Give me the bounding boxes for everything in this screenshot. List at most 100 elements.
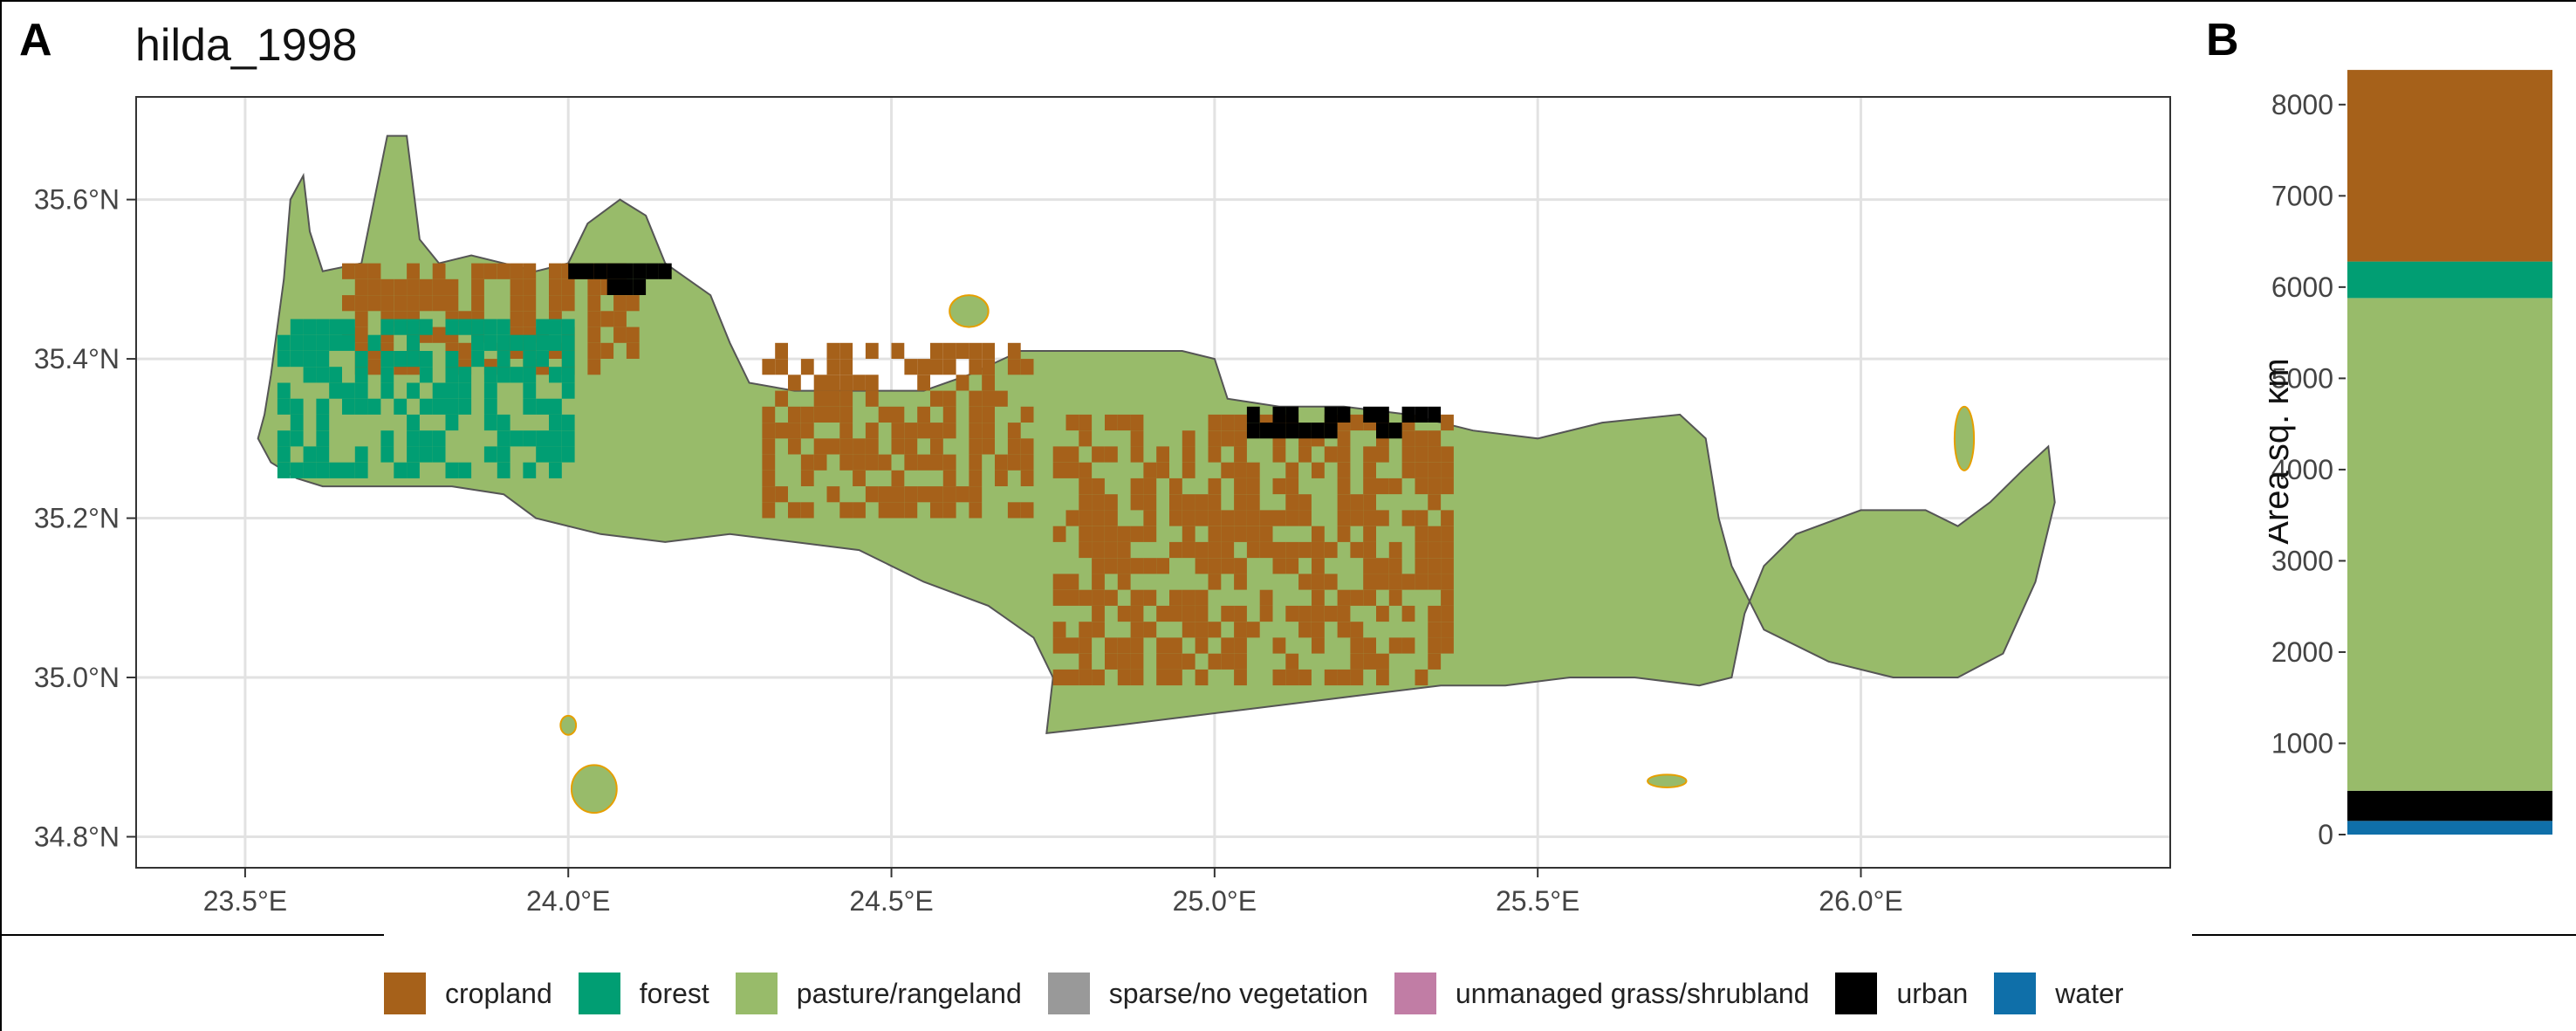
map-cell-forest bbox=[471, 351, 484, 368]
map-cell-forest bbox=[419, 351, 433, 368]
map-cell-cropland bbox=[1117, 541, 1131, 559]
map-cell-forest bbox=[290, 414, 304, 431]
map-cell-cropland bbox=[1092, 510, 1105, 526]
map-cell-cropland bbox=[1195, 510, 1209, 526]
map-cell-cropland bbox=[800, 423, 814, 439]
map-cell-cropland bbox=[1337, 605, 1351, 622]
map-cell-forest bbox=[380, 430, 394, 447]
map-cell-cropland bbox=[865, 342, 879, 359]
map-cell-urban bbox=[620, 278, 634, 295]
map-cell-cropland bbox=[1221, 510, 1235, 526]
map-cell-cropland bbox=[865, 423, 879, 439]
map-cell-urban bbox=[620, 263, 634, 279]
map-cell-cropland bbox=[1079, 510, 1093, 526]
map-cell-forest bbox=[329, 462, 342, 478]
map-cell-cropland bbox=[1428, 653, 1442, 670]
map-cell-cropland bbox=[1092, 574, 1105, 590]
map-cell-cropland bbox=[1143, 589, 1157, 606]
map-cell-cropland bbox=[1169, 589, 1182, 606]
map-cell-forest bbox=[536, 319, 549, 335]
map-x-tick-label: 24.0°E bbox=[526, 885, 610, 917]
map-cell-forest bbox=[549, 334, 562, 351]
map-cell-cropland bbox=[1182, 653, 1196, 670]
map-cell-cropland bbox=[1182, 541, 1196, 559]
map-cell-cropland bbox=[1007, 423, 1021, 439]
map-cell-urban bbox=[1337, 406, 1351, 423]
map-cell-cropland bbox=[1105, 558, 1118, 574]
map-cell-cropland bbox=[853, 470, 866, 486]
map-cell-forest bbox=[561, 446, 575, 463]
map-cell-cropland bbox=[354, 278, 368, 295]
map-cell-cropland bbox=[1117, 605, 1131, 622]
legend-swatch bbox=[1835, 973, 1878, 1014]
map-cell-cropland bbox=[969, 486, 983, 503]
map-cell-cropland bbox=[1441, 526, 1454, 542]
map-cell-cropland bbox=[1246, 494, 1260, 511]
map-cell-forest bbox=[523, 398, 537, 415]
map-cell-cropland bbox=[1007, 438, 1021, 455]
map-cell-forest bbox=[536, 351, 549, 368]
map-cell-cropland bbox=[1130, 637, 1144, 654]
map-cell-cropland bbox=[1298, 446, 1312, 463]
map-cell-cropland bbox=[891, 502, 905, 519]
map-cell-cropland bbox=[1363, 574, 1376, 590]
legend-swatch bbox=[578, 973, 620, 1014]
map-cell-forest bbox=[303, 446, 317, 463]
map-cell-forest bbox=[445, 351, 459, 368]
map-cell-urban bbox=[568, 263, 581, 279]
map-cell-cropland bbox=[1156, 669, 1169, 686]
map-cell-cropland bbox=[826, 486, 840, 503]
map-cell-cropland bbox=[762, 470, 776, 486]
map-cell-cropland bbox=[1234, 510, 1247, 526]
map-cell-urban bbox=[1312, 423, 1325, 439]
map-cell-cropland bbox=[1441, 574, 1454, 590]
map-cell-cropland bbox=[917, 423, 930, 439]
map-cell-cropland bbox=[1052, 637, 1066, 654]
map-cell-cropland bbox=[1182, 510, 1196, 526]
map-cell-forest bbox=[316, 462, 330, 478]
map-cell-cropland bbox=[917, 406, 930, 423]
map-cell-cropland bbox=[969, 359, 983, 375]
frame-bottom-line-right bbox=[2192, 934, 2576, 936]
map-cell-cropland bbox=[942, 390, 956, 407]
map-cell-cropland bbox=[1130, 669, 1144, 686]
map-cell-forest bbox=[407, 351, 420, 368]
map-cell-cropland bbox=[471, 295, 484, 312]
map-cell-cropland bbox=[1234, 478, 1247, 495]
map-cell-cropland bbox=[1428, 541, 1442, 559]
map-x-tick-label: 25.0°E bbox=[1173, 885, 1257, 917]
map-cell-cropland bbox=[1130, 446, 1144, 463]
map-cell-cropland bbox=[1221, 462, 1235, 478]
legend-swatch bbox=[1394, 973, 1436, 1014]
map-cell-cropland bbox=[1285, 669, 1299, 686]
map-cell-forest bbox=[380, 319, 394, 335]
map-cell-forest bbox=[523, 382, 537, 399]
legend-label: urban bbox=[1896, 977, 1969, 1009]
map-cell-cropland bbox=[762, 454, 776, 471]
map-cell-forest bbox=[407, 430, 420, 447]
map-cell-cropland bbox=[1117, 414, 1131, 431]
map-cell-cropland bbox=[1079, 526, 1093, 542]
map-cell-cropland bbox=[1079, 653, 1093, 670]
map-cell-cropland bbox=[1234, 446, 1247, 463]
map-cell-cropland bbox=[1020, 454, 1034, 471]
map-cell-forest bbox=[497, 446, 510, 463]
bar-segment-cropland bbox=[2347, 70, 2552, 262]
map-cell-cropland bbox=[1079, 622, 1093, 638]
map-cell-cropland bbox=[1208, 494, 1222, 511]
map-cell-cropland bbox=[1208, 510, 1222, 526]
map-cell-cropland bbox=[1065, 589, 1079, 606]
map-cell-cropland bbox=[1337, 622, 1351, 638]
map-cell-cropland bbox=[1376, 478, 1389, 495]
map-cell-cropland bbox=[1130, 494, 1144, 511]
map-cell-cropland bbox=[1221, 430, 1235, 447]
map-cell-cropland bbox=[1182, 605, 1196, 622]
map-cell-cropland bbox=[549, 295, 562, 312]
map-cell-forest bbox=[316, 334, 330, 351]
map-cell-cropland bbox=[865, 375, 879, 391]
map-cell-forest bbox=[354, 351, 368, 368]
map-cell-cropland bbox=[1388, 558, 1402, 574]
map-cell-cropland bbox=[1208, 541, 1222, 559]
map-cell-cropland bbox=[904, 486, 918, 503]
map-cell-cropland bbox=[432, 278, 446, 295]
